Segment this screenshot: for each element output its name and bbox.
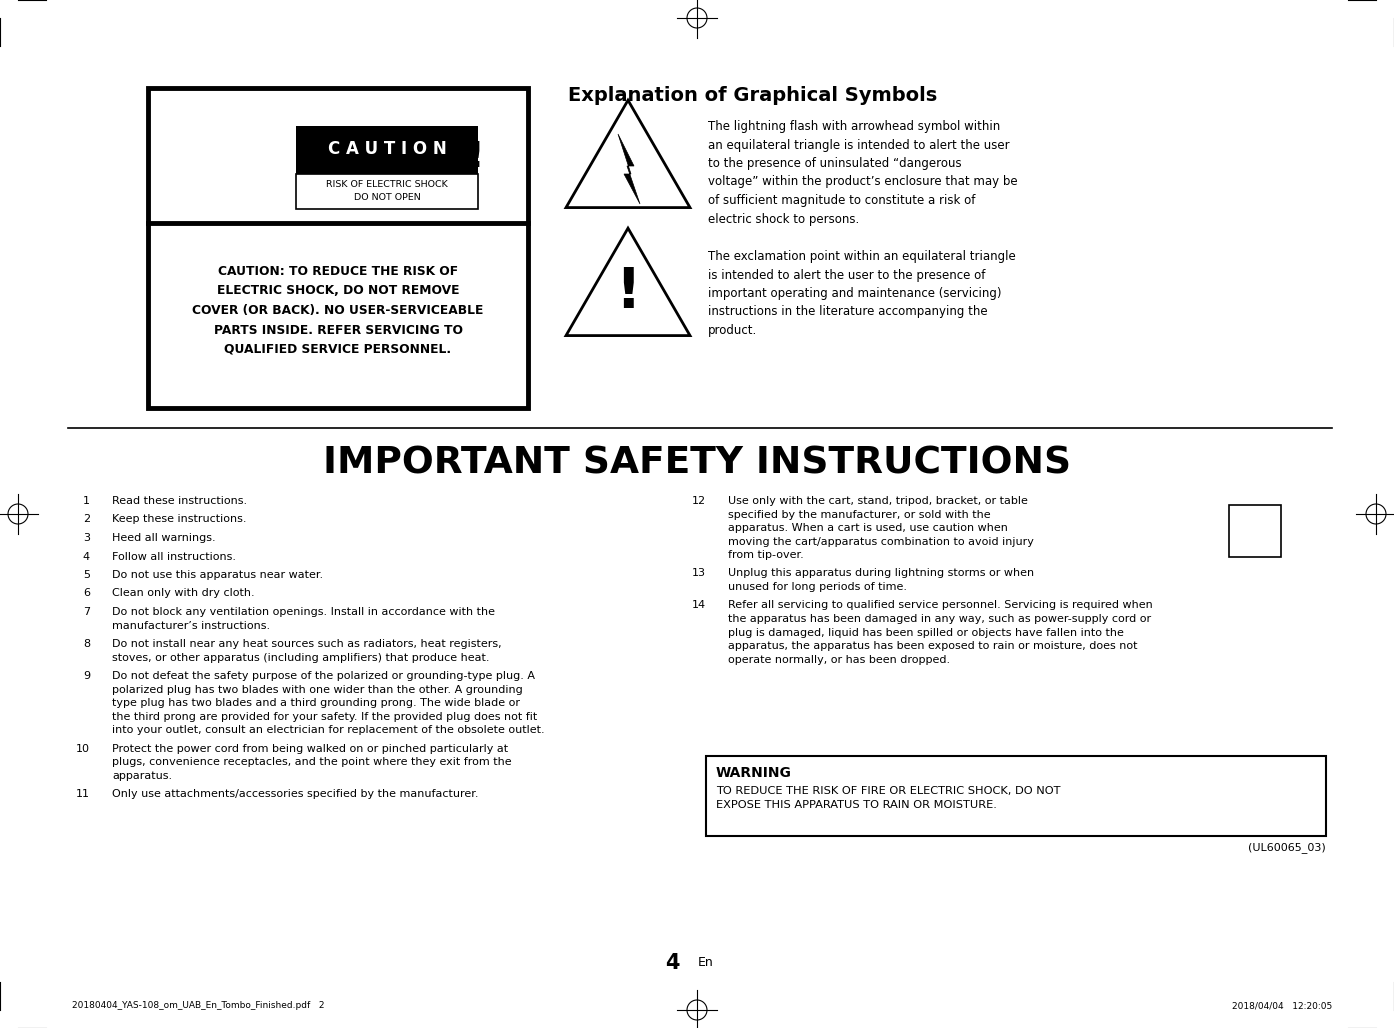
- Text: 10: 10: [77, 743, 91, 754]
- Text: 14: 14: [691, 600, 705, 611]
- Text: 4: 4: [665, 953, 679, 972]
- Text: Do not defeat the safety purpose of the polarized or grounding-type plug. A
pola: Do not defeat the safety purpose of the …: [112, 671, 545, 735]
- Text: TO REDUCE THE RISK OF FIRE OR ELECTRIC SHOCK, DO NOT
EXPOSE THIS APPARATUS TO RA: TO REDUCE THE RISK OF FIRE OR ELECTRIC S…: [717, 786, 1061, 810]
- Text: C A U T I O N: C A U T I O N: [328, 141, 446, 158]
- Text: 6: 6: [84, 588, 91, 598]
- Bar: [1230, 505, 1281, 557]
- Text: Use only with the cart, stand, tripod, bracket, or table
specified by the manufa: Use only with the cart, stand, tripod, b…: [728, 495, 1034, 560]
- Text: Heed all warnings.: Heed all warnings.: [112, 533, 216, 543]
- Text: Unplug this apparatus during lightning storms or when
unused for long periods of: Unplug this apparatus during lightning s…: [728, 568, 1034, 592]
- Text: 20180404_YAS-108_om_UAB_En_Tombo_Finished.pdf   2: 20180404_YAS-108_om_UAB_En_Tombo_Finishe…: [72, 1001, 325, 1011]
- Circle shape: [1238, 542, 1248, 552]
- Text: 12: 12: [691, 495, 705, 506]
- Text: 1: 1: [84, 495, 91, 506]
- Text: 3: 3: [84, 533, 91, 543]
- Text: 13: 13: [691, 568, 705, 579]
- Text: 4: 4: [82, 551, 91, 561]
- Text: 2018/04/04   12:20:05: 2018/04/04 12:20:05: [1232, 1001, 1333, 1011]
- Bar: [705, 756, 1326, 836]
- Polygon shape: [618, 134, 640, 204]
- Text: IMPORTANT SAFETY INSTRUCTIONS: IMPORTANT SAFETY INSTRUCTIONS: [323, 446, 1071, 482]
- Text: 8: 8: [82, 639, 91, 649]
- Text: En: En: [698, 956, 714, 969]
- Text: (UL60065_03): (UL60065_03): [1248, 842, 1326, 853]
- Text: 11: 11: [77, 790, 91, 799]
- Text: Do not use this apparatus near water.: Do not use this apparatus near water.: [112, 570, 323, 580]
- Text: Explanation of Graphical Symbols: Explanation of Graphical Symbols: [567, 86, 937, 105]
- Text: Only use attachments/accessories specified by the manufacturer.: Only use attachments/accessories specifi…: [112, 790, 478, 799]
- Text: 9: 9: [82, 671, 91, 681]
- Text: Read these instructions.: Read these instructions.: [112, 495, 247, 506]
- Text: Protect the power cord from being walked on or pinched particularly at
plugs, co: Protect the power cord from being walked…: [112, 743, 512, 780]
- Text: WARNING: WARNING: [717, 766, 792, 780]
- Text: The exclamation point within an equilateral triangle
is intended to alert the us: The exclamation point within an equilate…: [708, 250, 1016, 337]
- Text: Clean only with dry cloth.: Clean only with dry cloth.: [112, 588, 255, 598]
- Text: Do not block any ventilation openings. Install in accordance with the
manufactur: Do not block any ventilation openings. I…: [112, 607, 495, 630]
- Bar: [296, 125, 478, 174]
- Text: Refer all servicing to qualified service personnel. Servicing is required when
t: Refer all servicing to qualified service…: [728, 600, 1153, 665]
- Text: Do not install near any heat sources such as radiators, heat registers,
stoves, : Do not install near any heat sources suc…: [112, 639, 502, 663]
- Text: !: !: [468, 140, 484, 174]
- Text: Follow all instructions.: Follow all instructions.: [112, 551, 236, 561]
- Bar: [296, 174, 478, 209]
- Polygon shape: [219, 136, 234, 184]
- Text: 7: 7: [82, 607, 91, 617]
- Text: RISK OF ELECTRIC SHOCK
DO NOT OPEN: RISK OF ELECTRIC SHOCK DO NOT OPEN: [326, 180, 447, 201]
- Text: The lightning flash with arrowhead symbol within
an equilateral triangle is inte: The lightning flash with arrowhead symbo…: [708, 120, 1018, 225]
- Text: 2: 2: [82, 514, 91, 524]
- Text: CAUTION: TO REDUCE THE RISK OF
ELECTRIC SHOCK, DO NOT REMOVE
COVER (OR BACK). NO: CAUTION: TO REDUCE THE RISK OF ELECTRIC …: [192, 265, 484, 356]
- Text: 5: 5: [84, 570, 91, 580]
- Text: Keep these instructions.: Keep these instructions.: [112, 514, 247, 524]
- Circle shape: [1262, 542, 1271, 552]
- Bar: [148, 88, 528, 408]
- Text: !: !: [615, 265, 641, 319]
